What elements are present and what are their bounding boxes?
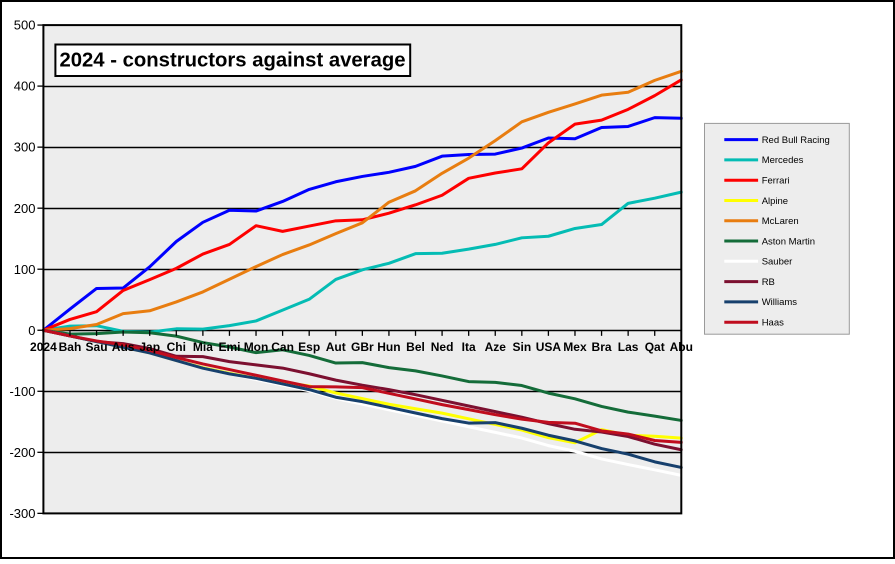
svg-text:Ferrari: Ferrari bbox=[762, 176, 790, 187]
svg-text:Can: Can bbox=[271, 340, 294, 354]
svg-text:300: 300 bbox=[14, 140, 36, 155]
svg-text:Sau: Sau bbox=[86, 340, 108, 354]
svg-text:Mia: Mia bbox=[193, 340, 213, 354]
svg-text:Bra: Bra bbox=[592, 340, 612, 354]
svg-text:200: 200 bbox=[14, 201, 36, 216]
svg-text:USA: USA bbox=[536, 340, 562, 354]
svg-text:Esp: Esp bbox=[298, 340, 320, 354]
svg-text:Ned: Ned bbox=[431, 340, 454, 354]
svg-text:Jap: Jap bbox=[139, 340, 160, 354]
svg-text:Aston Martin: Aston Martin bbox=[762, 236, 815, 247]
svg-text:McLaren: McLaren bbox=[762, 216, 799, 227]
svg-text:Haas: Haas bbox=[762, 318, 784, 329]
svg-text:Las: Las bbox=[618, 340, 639, 354]
svg-text:Bah: Bah bbox=[59, 340, 82, 354]
svg-text:Red Bull Racing: Red Bull Racing bbox=[762, 135, 830, 146]
svg-text:Emi: Emi bbox=[218, 340, 240, 354]
svg-text:Aus: Aus bbox=[112, 340, 135, 354]
svg-text:400: 400 bbox=[14, 79, 36, 94]
svg-text:Qat: Qat bbox=[645, 340, 665, 354]
svg-text:Bel: Bel bbox=[406, 340, 425, 354]
svg-text:Mex: Mex bbox=[563, 340, 587, 354]
svg-text:RB: RB bbox=[762, 277, 775, 288]
svg-text:Chi: Chi bbox=[167, 340, 186, 354]
svg-text:Aut: Aut bbox=[326, 340, 346, 354]
svg-text:0: 0 bbox=[28, 323, 35, 338]
svg-text:Mon: Mon bbox=[244, 340, 269, 354]
svg-text:GBr: GBr bbox=[351, 340, 374, 354]
svg-text:Hun: Hun bbox=[377, 340, 400, 354]
svg-text:Abu: Abu bbox=[670, 340, 693, 354]
svg-text:100: 100 bbox=[14, 262, 36, 277]
svg-text:Aze: Aze bbox=[485, 340, 507, 354]
svg-text:Sin: Sin bbox=[512, 340, 531, 354]
svg-text:-100: -100 bbox=[9, 384, 35, 399]
svg-text:2024: 2024 bbox=[30, 340, 57, 354]
svg-text:-300: -300 bbox=[9, 506, 35, 521]
svg-text:2024 - constructors against av: 2024 - constructors against average bbox=[59, 50, 405, 72]
svg-text:Sauber: Sauber bbox=[762, 257, 793, 268]
svg-text:-200: -200 bbox=[9, 445, 35, 460]
svg-text:Ita: Ita bbox=[462, 340, 476, 354]
svg-text:500: 500 bbox=[14, 18, 36, 33]
svg-text:Mercedes: Mercedes bbox=[762, 155, 804, 166]
svg-text:Williams: Williams bbox=[762, 297, 798, 308]
svg-text:Alpine: Alpine bbox=[762, 196, 788, 207]
